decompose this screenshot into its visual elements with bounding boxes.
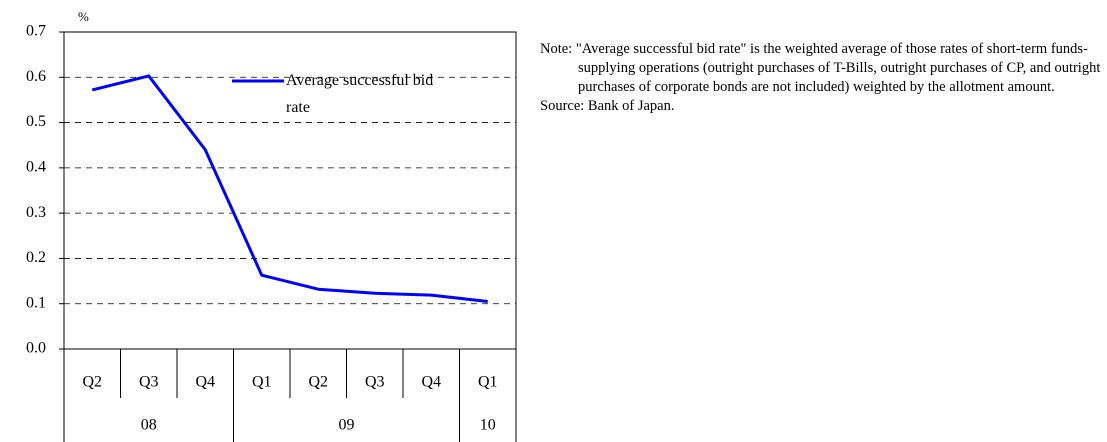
x-tick-label: Q1 — [252, 374, 272, 391]
y-tick-label: 0.2 — [26, 249, 46, 266]
source: Source: Bank of Japan. — [540, 98, 675, 114]
x-tick-label: Q2 — [82, 374, 102, 391]
x-group-label: 10 — [480, 417, 496, 434]
y-tick-label: 0.4 — [26, 159, 46, 176]
legend-label: Average successful bid rate — [286, 72, 433, 116]
y-tick-label: 0.7 — [26, 23, 46, 40]
y-unit: % — [78, 9, 89, 24]
y-tick-label: 0.5 — [26, 113, 46, 130]
x-tick-label: Q2 — [308, 374, 328, 391]
line-series — [91, 74, 488, 303]
notes: Note: "Average successful bid rate" is t… — [540, 40, 1102, 116]
x-tick-label: Q4 — [195, 374, 215, 391]
x-tick-label: Q3 — [365, 374, 385, 391]
note: Note: "Average successful bid rate" is t… — [540, 41, 1101, 95]
x-group-label: 08 — [141, 417, 157, 434]
x-tick-label: Q3 — [139, 374, 159, 391]
x-tick-label: Q1 — [478, 374, 498, 391]
y-tick-label: 0.1 — [26, 294, 46, 311]
x-group-label: 09 — [339, 417, 355, 434]
x-tick-label: Q4 — [421, 374, 441, 391]
y-tick-label: 0.3 — [26, 204, 46, 221]
chart: % 0.0 0.1 0.2 0.3 0.4 0.5 0.6 0.7 Q2 Q3 Q4 Q1 Q2 Q3 Q4… — [26, 9, 517, 442]
y-tick-label: 0.0 — [26, 340, 46, 357]
y-tick-label: 0.6 — [26, 68, 46, 85]
